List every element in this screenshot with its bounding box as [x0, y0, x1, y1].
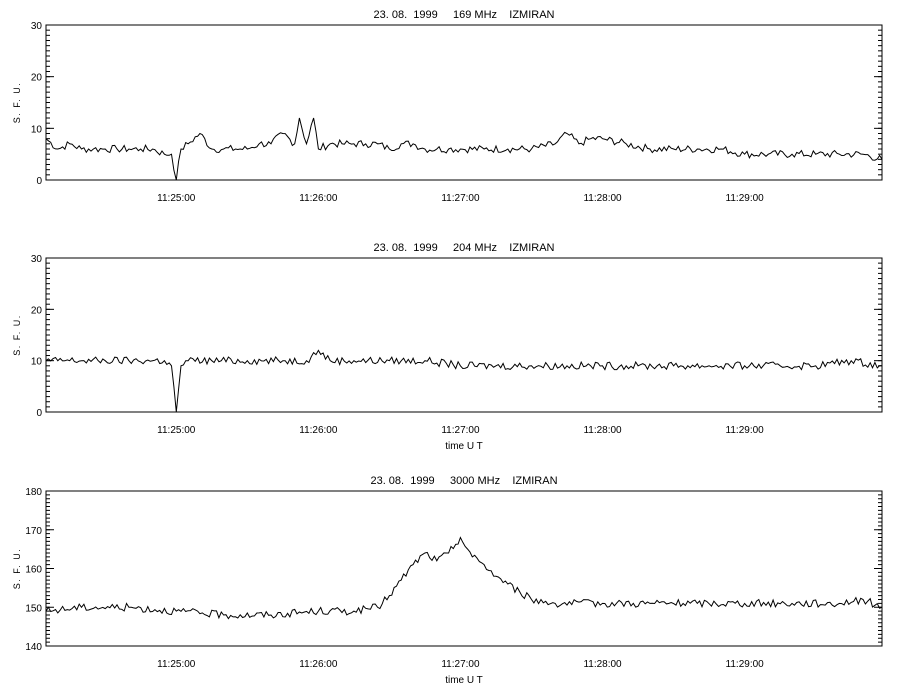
y-tick-label: 20	[31, 73, 43, 84]
x-axis-label: time U T	[445, 441, 483, 452]
plot-frame	[45, 257, 883, 413]
x-tick-label: 11:27:00	[441, 425, 480, 436]
y-tick-label: 180	[25, 487, 42, 498]
x-tick-label: 11:29:00	[726, 193, 765, 204]
y-axis-label: S. F. U.	[12, 82, 22, 124]
x-tick-label: 11:26:00	[299, 659, 338, 670]
x-tick-label: 11:29:00	[726, 659, 765, 670]
x-axis-label: time U T	[445, 675, 483, 686]
plot-frame	[45, 490, 883, 647]
chart-panel-3: 23. 08. 1999 3000 MHz IZMIRAN S. F. U. 140…	[12, 475, 883, 686]
x-tick-label: 11:29:00	[726, 425, 765, 436]
y-tick-label: 30	[31, 21, 43, 32]
y-tick-label: 30	[31, 254, 43, 265]
series-line	[45, 117, 883, 181]
x-tick-label: 11:27:00	[441, 193, 480, 204]
x-tick-label: 11:27:00	[441, 659, 480, 670]
y-tick-label: 150	[25, 603, 42, 614]
series-line	[45, 349, 883, 413]
y-tick-label: 160	[25, 565, 42, 576]
y-tick-label: 0	[36, 408, 42, 419]
y-tick-label: 10	[31, 357, 43, 368]
x-tick-label: 11:26:00	[299, 425, 338, 436]
x-tick-label: 11:28:00	[583, 425, 622, 436]
x-tick-label: 11:26:00	[299, 193, 338, 204]
x-tick-label: 11:28:00	[583, 193, 622, 204]
chart-panel-1: 23. 08. 1999 169 MHz IZMIRAN S. F. U. 0 10 2…	[12, 9, 883, 204]
x-tick-label: 11:25:00	[157, 193, 196, 204]
series-line	[45, 536, 883, 620]
y-tick-label: 0	[36, 176, 42, 187]
y-tick-label: 140	[25, 642, 42, 653]
y-tick-label: 170	[25, 526, 42, 537]
y-tick-label: 10	[31, 124, 43, 135]
y-tick-label: 20	[31, 305, 43, 316]
x-tick-label: 11:28:00	[583, 659, 622, 670]
x-tick-label: 11:25:00	[157, 659, 196, 670]
y-axis-label: S. F. U.	[12, 314, 22, 356]
chart-title: 23. 08. 1999 3000 MHz IZMIRAN	[370, 475, 557, 487]
y-axis-label: S. F. U.	[12, 548, 22, 590]
x-tick-label: 11:25:00	[157, 425, 196, 436]
chart-panel-2: 23. 08. 1999 204 MHz IZMIRAN S. F. U. 0 10 2…	[12, 242, 883, 452]
chart-title: 23. 08. 1999 169 MHz IZMIRAN	[374, 9, 555, 21]
chart-title: 23. 08. 1999 204 MHz IZMIRAN	[374, 242, 555, 254]
